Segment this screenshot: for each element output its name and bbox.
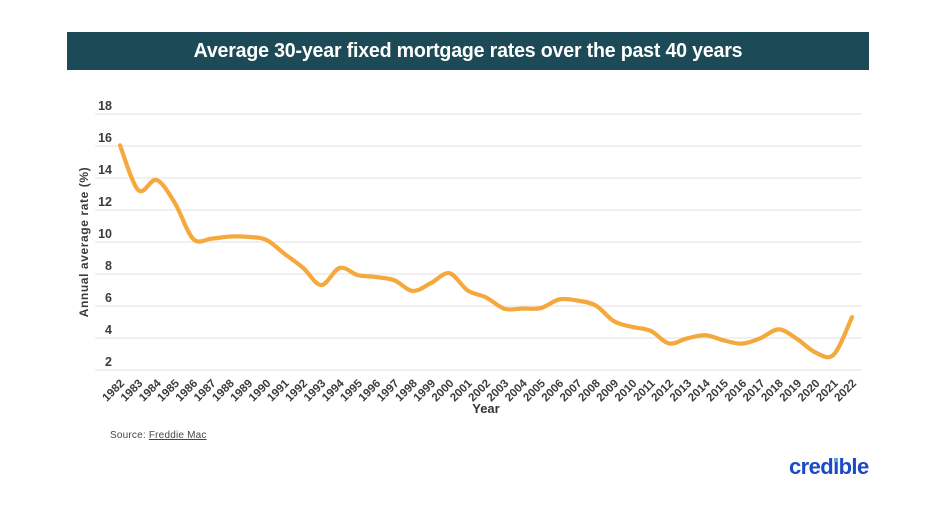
chart-title-banner: Average 30-year fixed mortgage rates ove… [67,32,869,70]
x-axis-title: Year [472,401,499,416]
source-note: Source: Freddie Mac [110,430,207,441]
logo-text-post: ble [838,454,870,479]
logo-i-stem: ı [833,454,839,479]
source-label: Source: [110,430,149,441]
x-tick-label: 2022 [833,378,860,405]
y-tick-label: 2 [105,355,112,369]
y-tick-label: 18 [98,99,112,113]
y-tick-label: 8 [105,259,112,273]
credible-logo: cred ıble [789,454,870,479]
y-tick-label: 6 [105,291,112,305]
logo-i-dot [834,458,839,462]
y-tick-label: 16 [98,131,112,145]
rate-line [117,143,855,360]
y-axis-title: Annual average rate (%) [77,167,91,318]
chart-title: Average 30-year fixed mortgage rates ove… [193,39,743,62]
y-tick-label: 10 [98,227,112,241]
y-tick-label: 12 [98,195,112,209]
logo-text-pre: cred [789,454,834,479]
source-link[interactable]: Freddie Mac [148,430,207,441]
logo-letter-i: ı [833,454,839,479]
y-tick-label: 4 [105,323,112,337]
y-tick-label: 14 [98,163,112,177]
